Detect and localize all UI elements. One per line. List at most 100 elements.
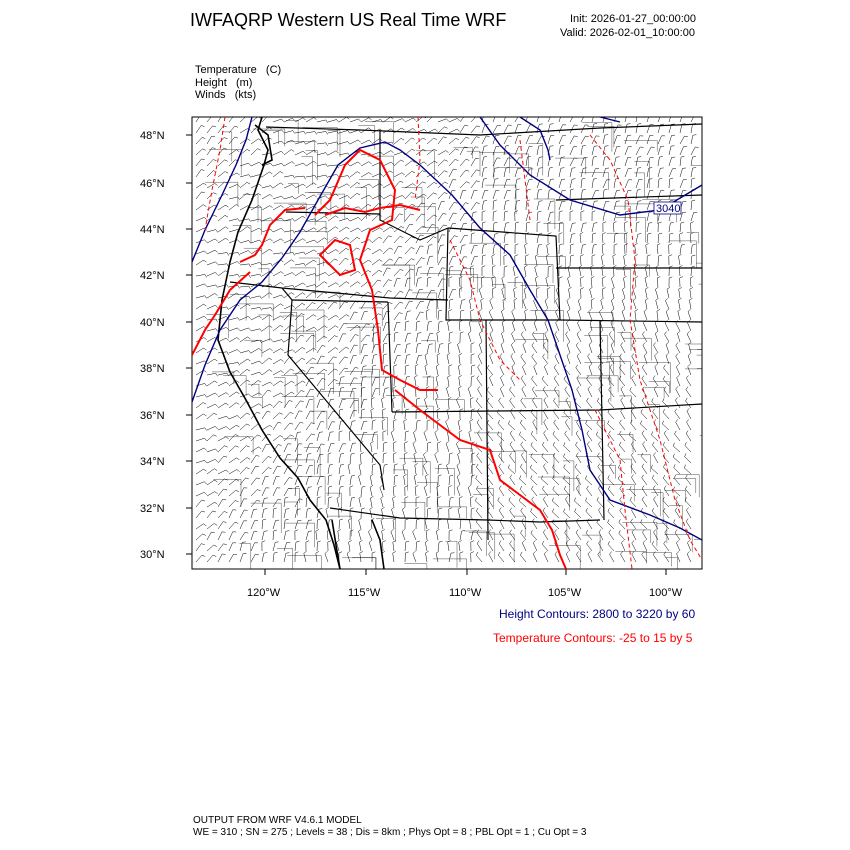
county-border: [623, 140, 658, 152]
county-border: [477, 488, 494, 510]
wind-barb: [532, 540, 538, 552]
wind-barb: [684, 453, 692, 464]
wind-barb: [470, 221, 476, 233]
wind-barb: [424, 364, 428, 376]
county-border: [284, 501, 298, 516]
wind-barb: [404, 213, 414, 222]
wind-barb: [613, 211, 621, 222]
county-border: [528, 143, 543, 176]
wind-barb: [459, 213, 469, 222]
county-border: [617, 332, 632, 351]
wind-barb: [272, 140, 284, 145]
wind-barb: [618, 375, 626, 387]
wind-barb: [206, 523, 218, 530]
wind-barb: [610, 342, 615, 354]
wind-barb: [687, 353, 692, 365]
wind-barb: [514, 124, 522, 134]
wind-barb: [338, 333, 347, 343]
wind-barb: [552, 464, 560, 475]
wind-barb: [195, 274, 207, 278]
wind-barb: [467, 386, 472, 398]
wind-barb: [634, 276, 639, 288]
wind-barb: [679, 167, 686, 178]
wind-barb: [448, 179, 457, 189]
wind-barb: [611, 276, 615, 288]
wind-barb: [622, 287, 626, 299]
wind-barb: [239, 412, 250, 420]
wind-barb: [283, 304, 295, 310]
county-border: [626, 529, 651, 543]
wind-barb: [316, 476, 324, 486]
wind-barb: [206, 426, 218, 431]
wind-barb: [563, 464, 571, 475]
wind-barb: [261, 403, 273, 409]
wind-barb: [514, 276, 519, 288]
wind-barb: [415, 137, 426, 145]
county-border: [401, 502, 426, 531]
wind-barb: [349, 236, 361, 244]
wind-barb: [476, 419, 483, 431]
wind-barb: [599, 309, 604, 321]
wind-barb: [228, 469, 240, 475]
wind-barb: [206, 284, 218, 288]
wind-barb: [663, 540, 670, 552]
wind-barb: [478, 287, 483, 299]
wind-barb: [370, 496, 374, 508]
wind-barb: [327, 314, 339, 321]
county-border: [543, 223, 564, 245]
wind-barb: [426, 441, 432, 453]
wind-barb: [689, 276, 694, 288]
wind-barb: [437, 126, 448, 134]
field-list: Temperature (C) Height (m) Winds (kts): [195, 64, 281, 102]
wind-barb: [624, 123, 631, 134]
wind-barb: [525, 179, 533, 189]
wind-barb: [502, 320, 506, 332]
wind-barb: [591, 254, 596, 265]
wind-barb: [401, 529, 406, 541]
wind-barb: [624, 199, 629, 211]
wind-barb: [448, 128, 460, 134]
county-border: [381, 264, 415, 285]
wind-barb: [294, 520, 302, 530]
wind-barb: [522, 364, 527, 376]
wind-barb: [217, 521, 227, 530]
wind-barb: [393, 137, 405, 145]
wind-barb: [393, 301, 404, 310]
wind-barb: [437, 201, 445, 211]
wind-barb: [404, 192, 415, 200]
wind-barb: [479, 342, 483, 354]
wind-barb: [445, 419, 450, 431]
wind-barb: [486, 397, 494, 409]
temperature-contours-legend: Temperature Contours: -25 to 15 by 5: [493, 631, 693, 645]
wind-barb: [261, 314, 273, 321]
wind-barb: [261, 338, 273, 343]
wind-barb: [305, 475, 313, 486]
wind-barb: [448, 223, 456, 233]
wind-barb: [602, 167, 610, 178]
wind-barb: [503, 117, 506, 123]
wind-barb: [531, 342, 538, 354]
wind-barb: [547, 188, 553, 200]
wind-barb: [448, 159, 459, 167]
wind-barb: [521, 386, 527, 398]
wind-barb: [371, 397, 375, 409]
wind-barb: [586, 441, 593, 453]
wind-barb: [448, 190, 456, 200]
wind-barb: [283, 487, 293, 497]
wind-barb: [656, 276, 661, 288]
wind-barb: [349, 258, 360, 266]
wind-barb: [668, 177, 674, 189]
wind-barb: [448, 529, 453, 541]
wind-barb: [514, 232, 519, 243]
wind-barb: [623, 276, 627, 288]
wind-barb: [488, 551, 494, 563]
wind-barb: [655, 287, 659, 299]
wind-barb: [404, 408, 409, 420]
wind-barb: [272, 182, 284, 189]
wind-barb: [653, 342, 659, 354]
wind-barb: [239, 316, 251, 321]
wind-barb: [206, 347, 218, 354]
wind-barb: [686, 408, 692, 420]
wind-barb: [590, 298, 595, 310]
wind-barb: [294, 282, 306, 288]
